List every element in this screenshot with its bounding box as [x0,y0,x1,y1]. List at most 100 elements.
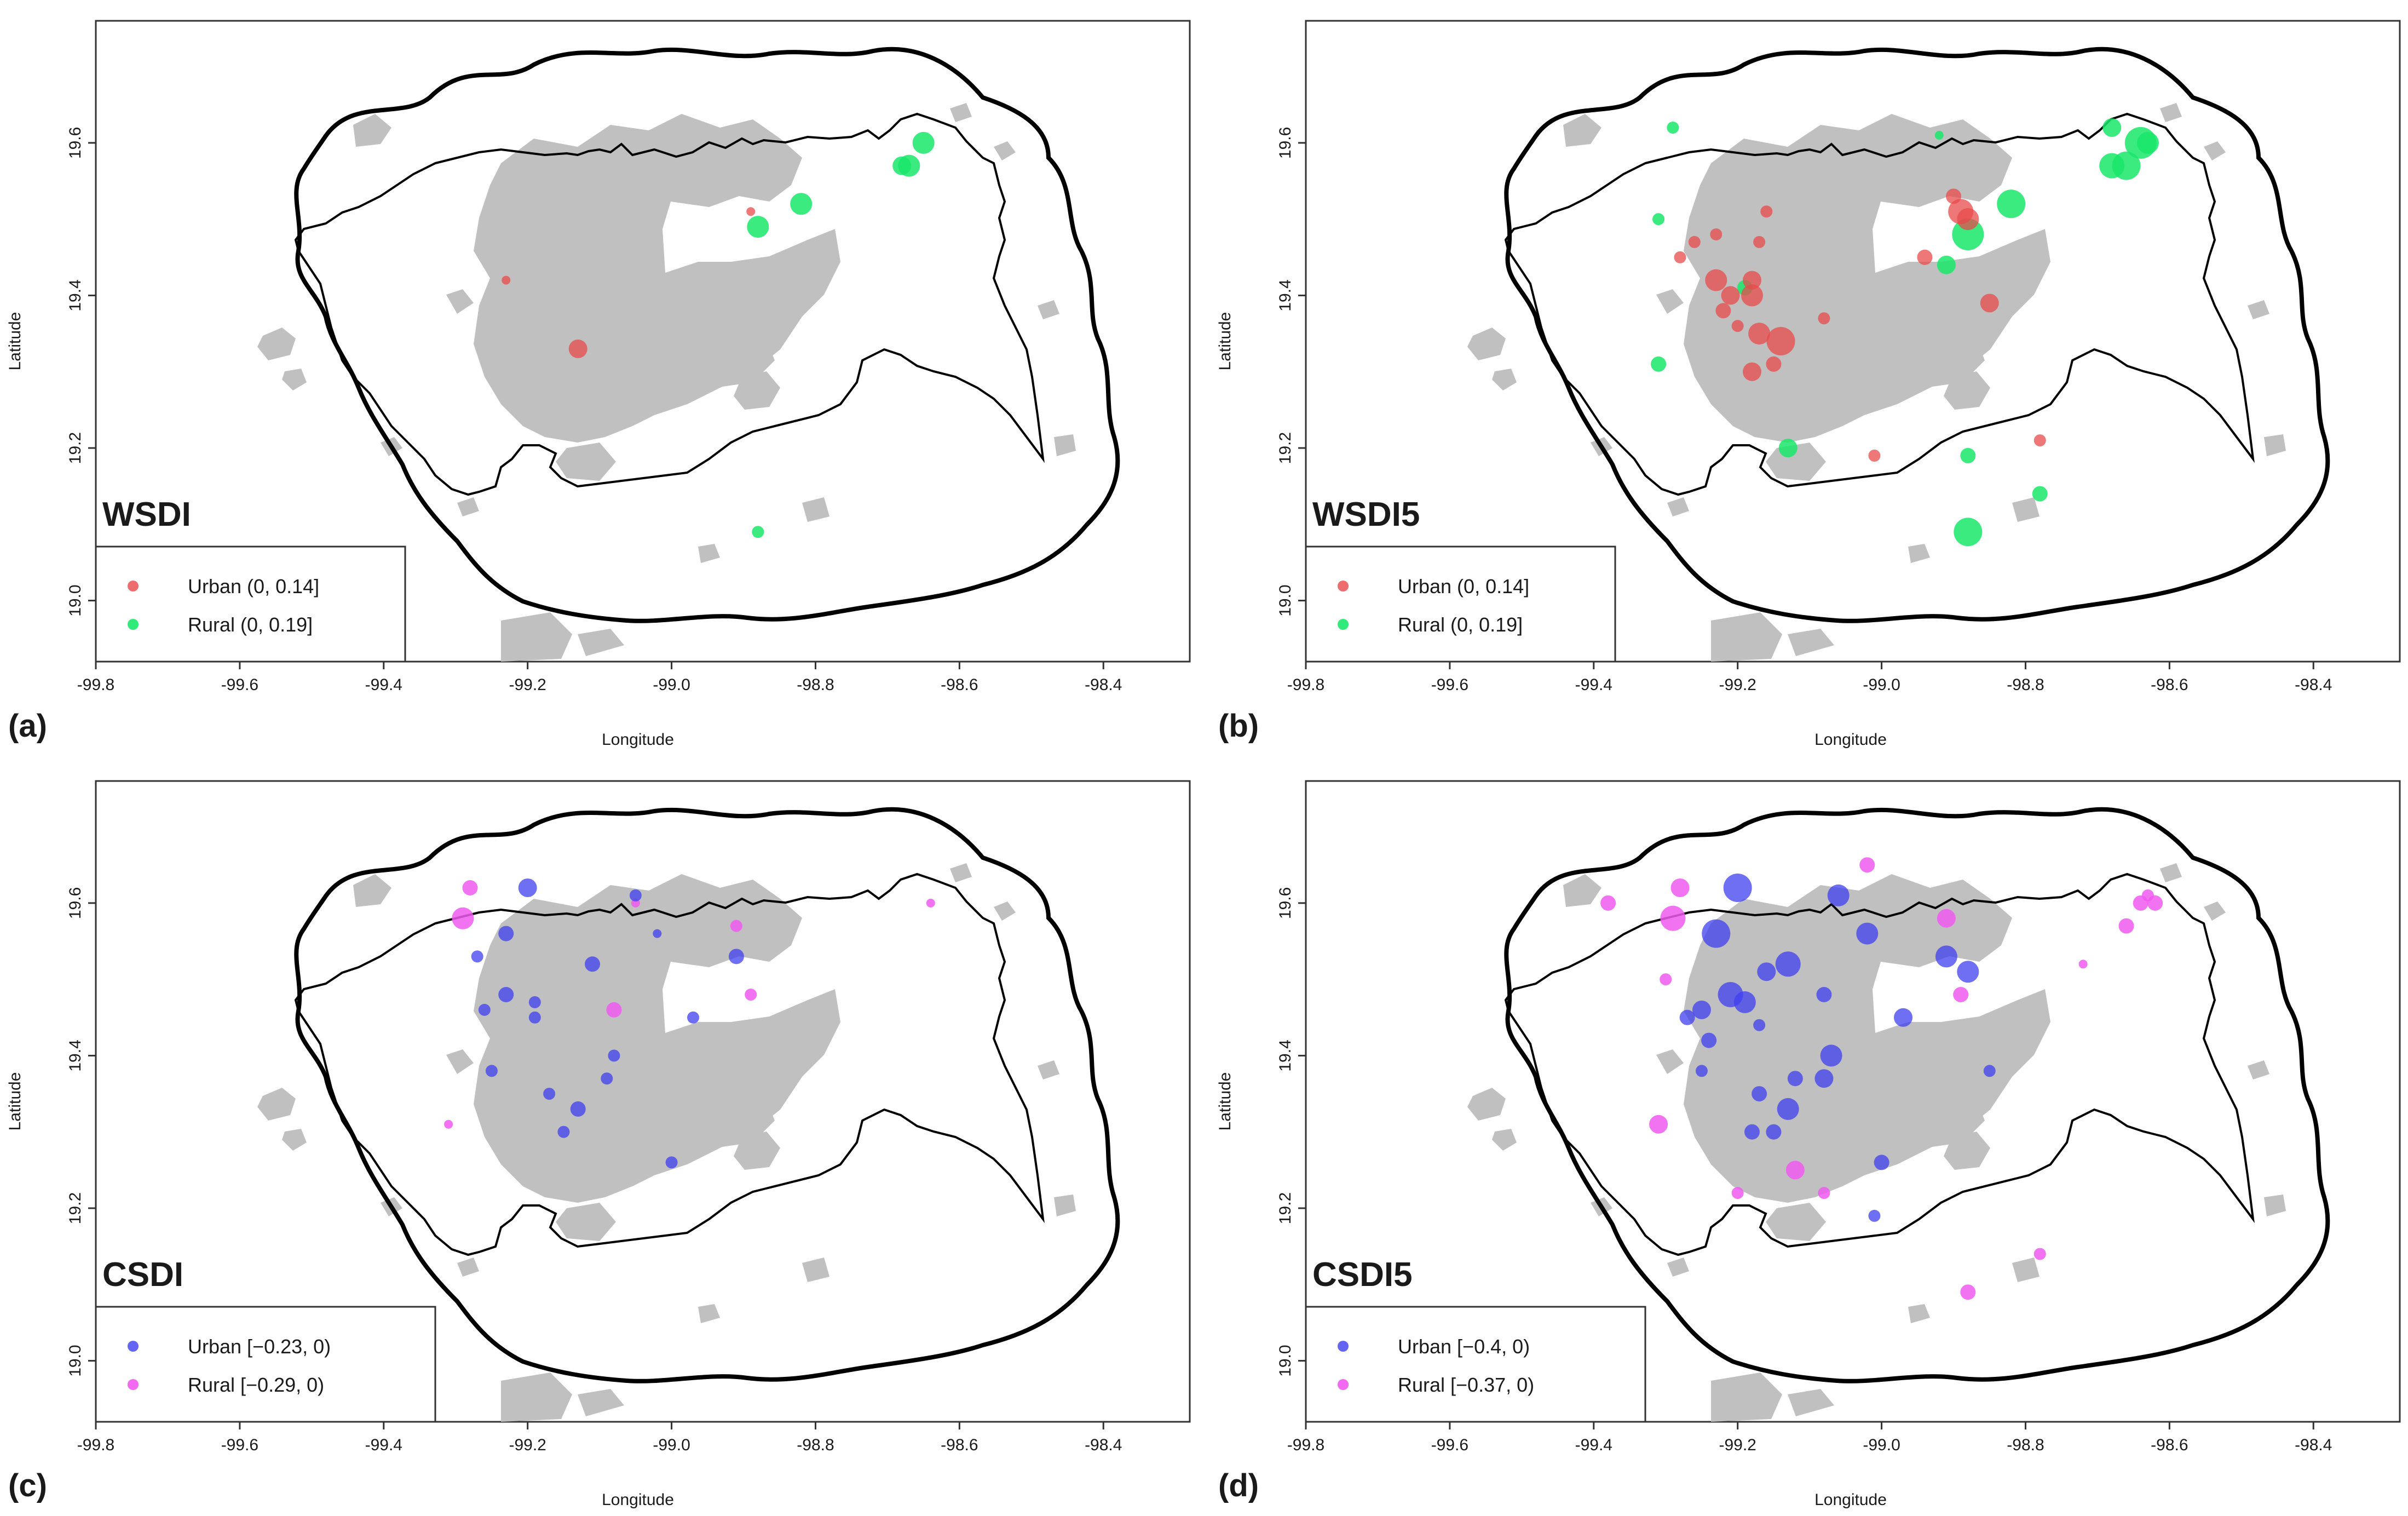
urban-station-point [1775,951,1801,977]
legend: Urban [−0.23, 0) Rural [−0.29, 0) [95,1306,436,1423]
urban-station-point [498,987,514,1002]
urban-station-point [1695,1065,1708,1077]
urban-station-point [1983,1065,1996,1077]
urban-station-point [1760,205,1773,218]
x-tick-label: -99.6 [1431,1436,1468,1454]
urban-station-point [1980,294,1999,313]
urban-station-point [557,1125,570,1138]
panel-letter: (c) [8,1468,47,1503]
urban-station-point [502,275,511,285]
urban-station-point [1917,249,1933,265]
rural-station-point [2032,486,2048,502]
x-tick-label: -98.6 [2151,1436,2188,1454]
urban-station-point [1715,303,1731,319]
legend-rural-label: Rural (0, 0.19] [188,613,313,636]
urban-station-point [1731,320,1744,332]
x-tick-label: -99.0 [653,1436,690,1454]
map-panel-2: -99.8 -99.6 -99.4 -99.2 -99.0 -98.8 -98.6 -98.4… [1216,20,2401,749]
y-axis-label: Latitude [6,312,24,371]
urban-station-point [543,1088,556,1100]
urban-station-point [1702,919,1731,948]
x-tick-label: -99.2 [1719,676,1756,694]
x-tick-label: -98.8 [2007,1436,2044,1454]
rural-station-point [1660,973,1672,986]
legend-rural-marker [1338,1379,1349,1390]
urban-station-point [1701,1032,1717,1048]
urban-station-point [528,996,541,1008]
urban-station-point [1827,884,1850,906]
rural-station-point [1670,878,1690,897]
index-name-label: CSDI5 [1312,1256,1413,1294]
urban-station-point [1766,327,1795,355]
urban-station-point [1757,962,1776,981]
urban-station-point [1868,449,1881,462]
map-panel-1: -99.8 -99.6 -99.4 -99.2 -99.0 -98.8 -98.6 -98.4… [6,20,1191,749]
y-tick-label: 19.6 [66,887,84,919]
urban-station-point [1741,284,1763,307]
legend-urban-marker [1338,581,1349,592]
urban-station-point [687,1011,700,1024]
x-tick-label: -99.8 [1287,1436,1324,1454]
index-name-label: CSDI [102,1256,183,1294]
x-tick-label: -99.8 [77,1436,114,1454]
urban-station-point [1868,1209,1881,1222]
rural-station-point [730,920,742,932]
urban-station-point [1818,312,1830,325]
y-tick-label: 19.2 [66,1192,84,1224]
rural-station-point [1649,1115,1668,1134]
legend-rural-label: Rural (0, 0.19] [1398,613,1523,636]
x-tick-label: -99.0 [1863,676,1900,694]
x-tick-label: -98.4 [2295,1436,2332,1454]
panel-letter: (d) [1218,1468,1259,1503]
rural-station-point [2099,153,2125,179]
urban-station-point [1710,228,1723,240]
urban-station-point [728,949,744,964]
station-points [1651,118,2159,547]
legend-box [1305,545,1616,663]
rural-station-point [1937,909,1956,928]
y-tick-label: 19.2 [1276,1192,1294,1224]
urban-station-point [1957,961,1979,983]
legend: Urban (0, 0.14] Rural (0, 0.19] [95,545,406,663]
x-axis-label: Longitude [1814,731,1887,749]
rural-station-point [1960,447,1976,463]
rural-station-point [745,989,757,1001]
x-tick-label: -99.4 [365,676,402,694]
legend-urban-label: Urban [−0.23, 0) [188,1335,331,1358]
rural-station-point [606,1002,622,1018]
rural-station-point [912,131,935,154]
x-tick-label: -99.2 [509,1436,546,1454]
urban-station-point [1935,945,1957,968]
station-points [444,878,935,1169]
urban-station-point [1766,356,1782,372]
x-tick-label: -99.4 [365,1436,402,1454]
rural-station-point [1954,518,1983,547]
x-tick-label: -99.6 [221,1436,258,1454]
y-tick-label: 19.0 [66,584,84,616]
urban-station-point [1753,1019,1766,1031]
legend-urban-marker [1338,1341,1349,1352]
rural-station-point [1651,356,1667,372]
urban-station-point [1705,269,1727,291]
rural-station-point [1660,905,1686,931]
urban-station-point [653,929,662,938]
urban-station-point [1753,236,1766,248]
x-tick-label: -98.6 [2151,676,2188,694]
legend-box [95,1306,436,1423]
urban-station-point [629,889,642,901]
urban-station-point [1742,362,1761,381]
rural-station-point [2147,895,2163,911]
map-panel-3: -99.8 -99.6 -99.4 -99.2 -99.0 -98.8 -98.6 -98.4… [6,780,1191,1509]
urban-station-point [1748,323,1771,345]
legend-rural-label: Rural [−0.37, 0) [1398,1374,1534,1396]
x-tick-label: -98.4 [1085,1436,1122,1454]
x-axis-label: Longitude [1814,1491,1887,1509]
legend: Urban (0, 0.14] Rural (0, 0.19] [1305,545,1616,663]
legend-rural-marker [1338,619,1349,630]
urban-station-point [471,950,483,963]
y-tick-label: 19.0 [1276,1345,1294,1376]
x-tick-label: -98.8 [2007,676,2044,694]
y-tick-label: 19.6 [1276,887,1294,919]
urban-station-point [568,339,587,358]
rural-station-point [462,880,478,895]
